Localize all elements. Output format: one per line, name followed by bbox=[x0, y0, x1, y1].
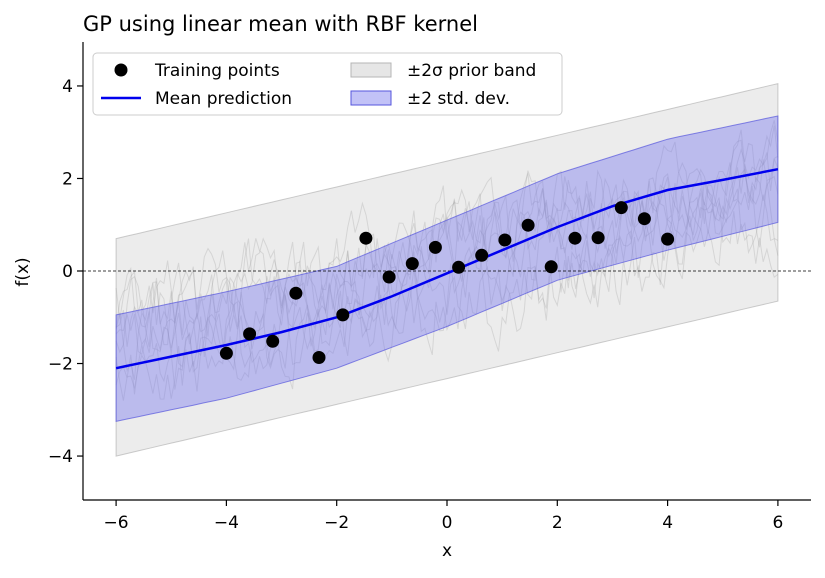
chart-title: GP using linear mean with RBF kernel bbox=[83, 12, 478, 36]
plot-area bbox=[83, 82, 811, 457]
legend-frame bbox=[92, 52, 563, 116]
training-point bbox=[498, 233, 512, 247]
posterior-band bbox=[115, 115, 779, 423]
training-point bbox=[219, 346, 233, 360]
x-tick-label: 6 bbox=[772, 513, 783, 533]
prior-sample-line bbox=[115, 162, 779, 380]
training-point bbox=[568, 231, 582, 245]
legend: Training points Mean prediction ±2σ prio… bbox=[92, 52, 563, 116]
training-point bbox=[266, 334, 280, 348]
x-tick-label: −2 bbox=[324, 513, 349, 533]
training-point bbox=[405, 257, 419, 271]
legend-marker-training-points bbox=[114, 63, 128, 77]
prior-sample-line bbox=[115, 139, 779, 349]
legend-marker-prior-band bbox=[350, 62, 392, 78]
training-point bbox=[661, 232, 675, 246]
legend-marker-posterior-band bbox=[350, 90, 392, 106]
prior-sample-line bbox=[115, 168, 779, 368]
y-tick-label: −4 bbox=[48, 447, 73, 467]
training-point bbox=[475, 248, 489, 262]
training-point bbox=[336, 308, 350, 322]
x-axis-label: x bbox=[442, 541, 452, 561]
training-point bbox=[452, 260, 466, 274]
prior-band bbox=[115, 82, 779, 457]
y-tick-label: 4 bbox=[62, 77, 73, 97]
training-point bbox=[428, 240, 442, 254]
training-point bbox=[637, 212, 651, 226]
prior-sample-line bbox=[115, 120, 779, 354]
mean-prediction-line bbox=[115, 167, 779, 370]
legend-label-training-points: Training points bbox=[154, 61, 280, 81]
training-point bbox=[359, 231, 373, 245]
training-point bbox=[382, 270, 396, 284]
axes: −6 −4 −2 0 2 4 6 −4 −2 0 2 4 bbox=[48, 42, 811, 533]
training-point bbox=[289, 286, 303, 300]
training-point bbox=[521, 218, 535, 232]
x-tick-label: −4 bbox=[214, 513, 239, 533]
legend-label-prior-band: ±2σ prior band bbox=[407, 61, 536, 81]
x-tick-label: 0 bbox=[442, 513, 453, 533]
y-tick-label: −2 bbox=[48, 355, 73, 375]
training-point bbox=[243, 327, 257, 341]
training-point bbox=[591, 231, 605, 245]
x-tick-label: 4 bbox=[662, 513, 673, 533]
x-tick-label: −6 bbox=[104, 513, 129, 533]
training-point bbox=[312, 351, 326, 364]
legend-label-posterior-band: ±2 std. dev. bbox=[407, 89, 510, 109]
training-point bbox=[544, 260, 558, 274]
y-axis-label: f(x) bbox=[13, 257, 33, 286]
prior-sample-line bbox=[115, 197, 779, 400]
prior-sample-line bbox=[115, 125, 779, 355]
x-tick-label: 2 bbox=[552, 513, 563, 533]
y-tick-label: 0 bbox=[62, 262, 73, 282]
y-tick-label: 2 bbox=[62, 169, 73, 189]
training-point bbox=[614, 201, 628, 215]
legend-label-mean-prediction: Mean prediction bbox=[155, 89, 292, 109]
